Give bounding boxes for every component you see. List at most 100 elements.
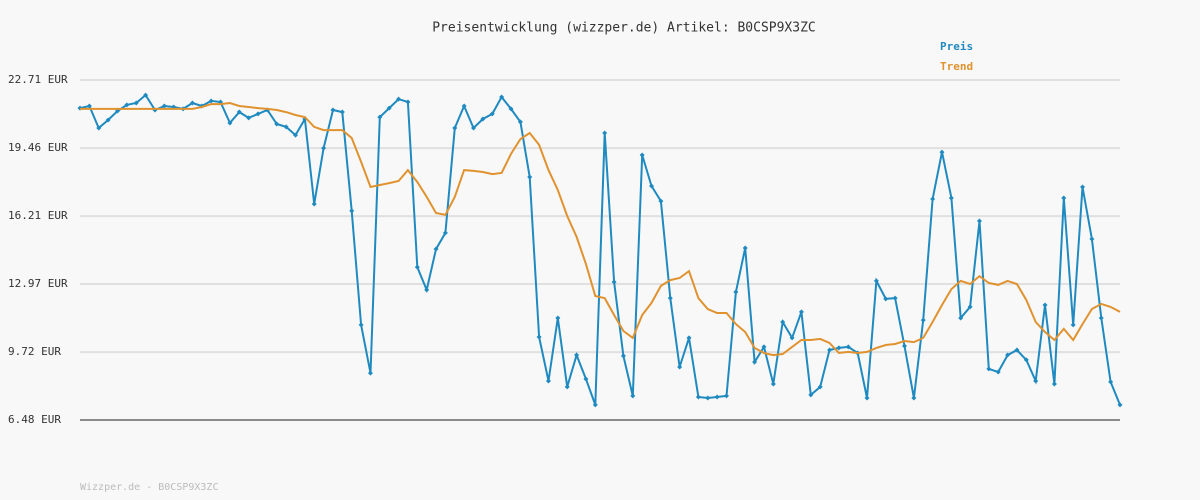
point: [161, 103, 167, 109]
point: [1070, 322, 1076, 328]
point: [817, 384, 823, 390]
point: [658, 198, 664, 204]
point: [742, 245, 748, 251]
point: [189, 100, 195, 106]
point: [611, 279, 617, 285]
point: [733, 289, 739, 295]
point: [574, 352, 580, 358]
point: [471, 125, 477, 131]
point: [639, 152, 645, 158]
point: [789, 335, 795, 341]
point: [86, 103, 92, 109]
point: [892, 295, 898, 301]
point: [330, 107, 336, 113]
point: [583, 376, 589, 382]
point: [1023, 357, 1029, 363]
point: [274, 121, 280, 127]
point: [873, 278, 879, 284]
point: [592, 402, 598, 408]
point: [836, 345, 842, 351]
point: [948, 195, 954, 201]
point: [133, 100, 139, 106]
legend-entry: Trend: [940, 60, 973, 73]
point: [677, 364, 683, 370]
point: [967, 304, 973, 310]
point: [396, 96, 402, 102]
point: [461, 103, 467, 109]
point: [649, 183, 655, 189]
point: [1051, 381, 1057, 387]
point: [1117, 402, 1123, 408]
y-tick-label: 22.71 EUR: [8, 73, 68, 86]
point: [1014, 347, 1020, 353]
point: [311, 201, 317, 207]
point: [939, 149, 945, 155]
point: [864, 395, 870, 401]
point: [667, 295, 673, 301]
point: [798, 309, 804, 315]
series-line: [79, 93, 1121, 406]
point: [508, 106, 514, 112]
point: [452, 125, 458, 131]
point: [902, 343, 908, 349]
point: [545, 378, 551, 384]
point: [1080, 184, 1086, 190]
point: [752, 359, 758, 365]
point: [292, 132, 298, 138]
point: [602, 130, 608, 136]
point: [714, 394, 720, 400]
point: [339, 109, 345, 115]
point: [995, 369, 1001, 375]
point: [367, 370, 373, 376]
point: [96, 125, 102, 131]
point: [105, 117, 111, 123]
point: [827, 347, 833, 353]
point: [386, 105, 392, 111]
point: [255, 111, 261, 117]
point: [986, 366, 992, 372]
point: [424, 287, 430, 293]
point: [442, 230, 448, 236]
point: [808, 392, 814, 398]
point: [695, 394, 701, 400]
point: [780, 319, 786, 325]
y-tick-label: 19.46 EUR: [8, 141, 68, 154]
y-tick-label: 16.21 EUR: [8, 209, 68, 222]
point: [564, 384, 570, 390]
point: [349, 208, 355, 214]
footer: Wizzper.de - B0CSP9X3ZC: [80, 482, 218, 493]
point: [236, 109, 242, 115]
point: [124, 102, 130, 108]
point: [630, 393, 636, 399]
point: [555, 315, 561, 321]
point: [761, 344, 767, 350]
point: [845, 344, 851, 350]
point: [911, 395, 917, 401]
point: [705, 395, 711, 401]
point: [1042, 302, 1048, 308]
point: [499, 94, 505, 100]
y-tick-label: 6.48 EUR: [8, 413, 61, 426]
point: [1089, 236, 1095, 242]
point: [321, 145, 327, 151]
point: [489, 111, 495, 117]
point: [527, 174, 533, 180]
point: [517, 119, 523, 125]
point: [920, 317, 926, 323]
point: [1033, 378, 1039, 384]
point: [883, 296, 889, 302]
series-line: [80, 101, 1121, 357]
point: [976, 218, 982, 224]
point: [283, 124, 289, 130]
point: [480, 116, 486, 122]
point: [377, 114, 383, 120]
point: [208, 98, 214, 104]
point: [414, 264, 420, 270]
point: [536, 334, 542, 340]
y-tick-label: 9.72 EUR: [8, 345, 61, 358]
point: [433, 246, 439, 252]
point: [227, 120, 233, 126]
point: [143, 92, 149, 98]
point: [405, 99, 411, 105]
